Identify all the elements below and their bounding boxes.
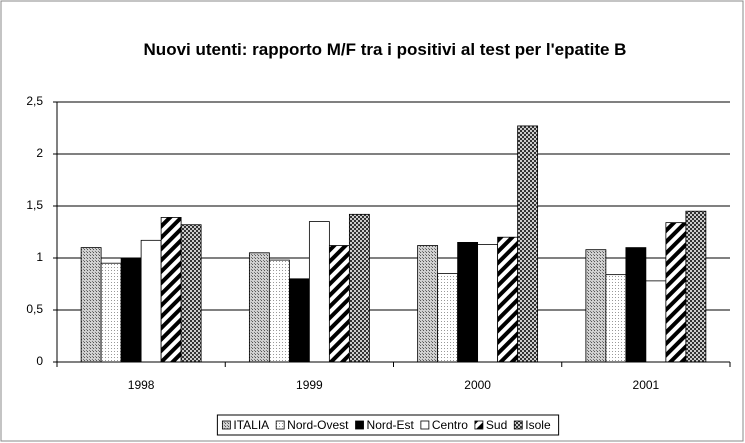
bar [160, 217, 182, 363]
legend-label: Nord-Ovest [287, 418, 349, 432]
y-tick-label: 1 [36, 250, 43, 264]
x-tick-label: 1999 [296, 378, 323, 392]
legend-label: Centro [432, 418, 468, 432]
bar [625, 247, 647, 363]
bar [328, 245, 350, 363]
bar [417, 245, 439, 363]
legend-swatch [275, 420, 285, 430]
bar [645, 280, 667, 363]
legend-label: Isole [525, 418, 551, 432]
bar [437, 273, 459, 363]
legend-swatch [420, 420, 430, 430]
y-tick-label: 1,5 [26, 198, 43, 212]
y-tick-label: 2,5 [26, 94, 43, 108]
bar [517, 125, 539, 363]
legend-label: Sud [486, 418, 507, 432]
bar [605, 274, 627, 363]
legend [216, 414, 560, 436]
y-tick-label: 0,5 [26, 302, 43, 316]
x-tick-label: 2000 [464, 378, 491, 392]
legend-swatch [221, 420, 231, 430]
bar [308, 221, 330, 363]
bar [665, 222, 687, 363]
y-tick-label: 2 [36, 146, 43, 160]
x-tick-label: 1998 [128, 378, 155, 392]
bar [457, 241, 479, 363]
bar [248, 252, 270, 363]
bar [288, 278, 310, 363]
bar [348, 213, 370, 363]
bar [180, 224, 202, 363]
legend-swatch [513, 420, 523, 430]
bar [140, 239, 162, 363]
bar [80, 247, 102, 363]
legend-swatch [474, 420, 484, 430]
chart-title: Nuovi utenti: rapporto M/F tra i positiv… [143, 40, 627, 59]
legend-label: ITALIA [233, 418, 269, 432]
bar [100, 262, 122, 363]
x-tick-label: 2001 [633, 378, 660, 392]
bar [497, 236, 519, 363]
bar [585, 249, 607, 363]
legend-label: Nord-Est [367, 418, 415, 432]
bar [477, 244, 499, 363]
bar [268, 259, 290, 363]
bar [685, 210, 707, 363]
y-tick-label: 0 [36, 354, 43, 368]
bar [120, 257, 142, 363]
legend-swatch [355, 420, 364, 430]
